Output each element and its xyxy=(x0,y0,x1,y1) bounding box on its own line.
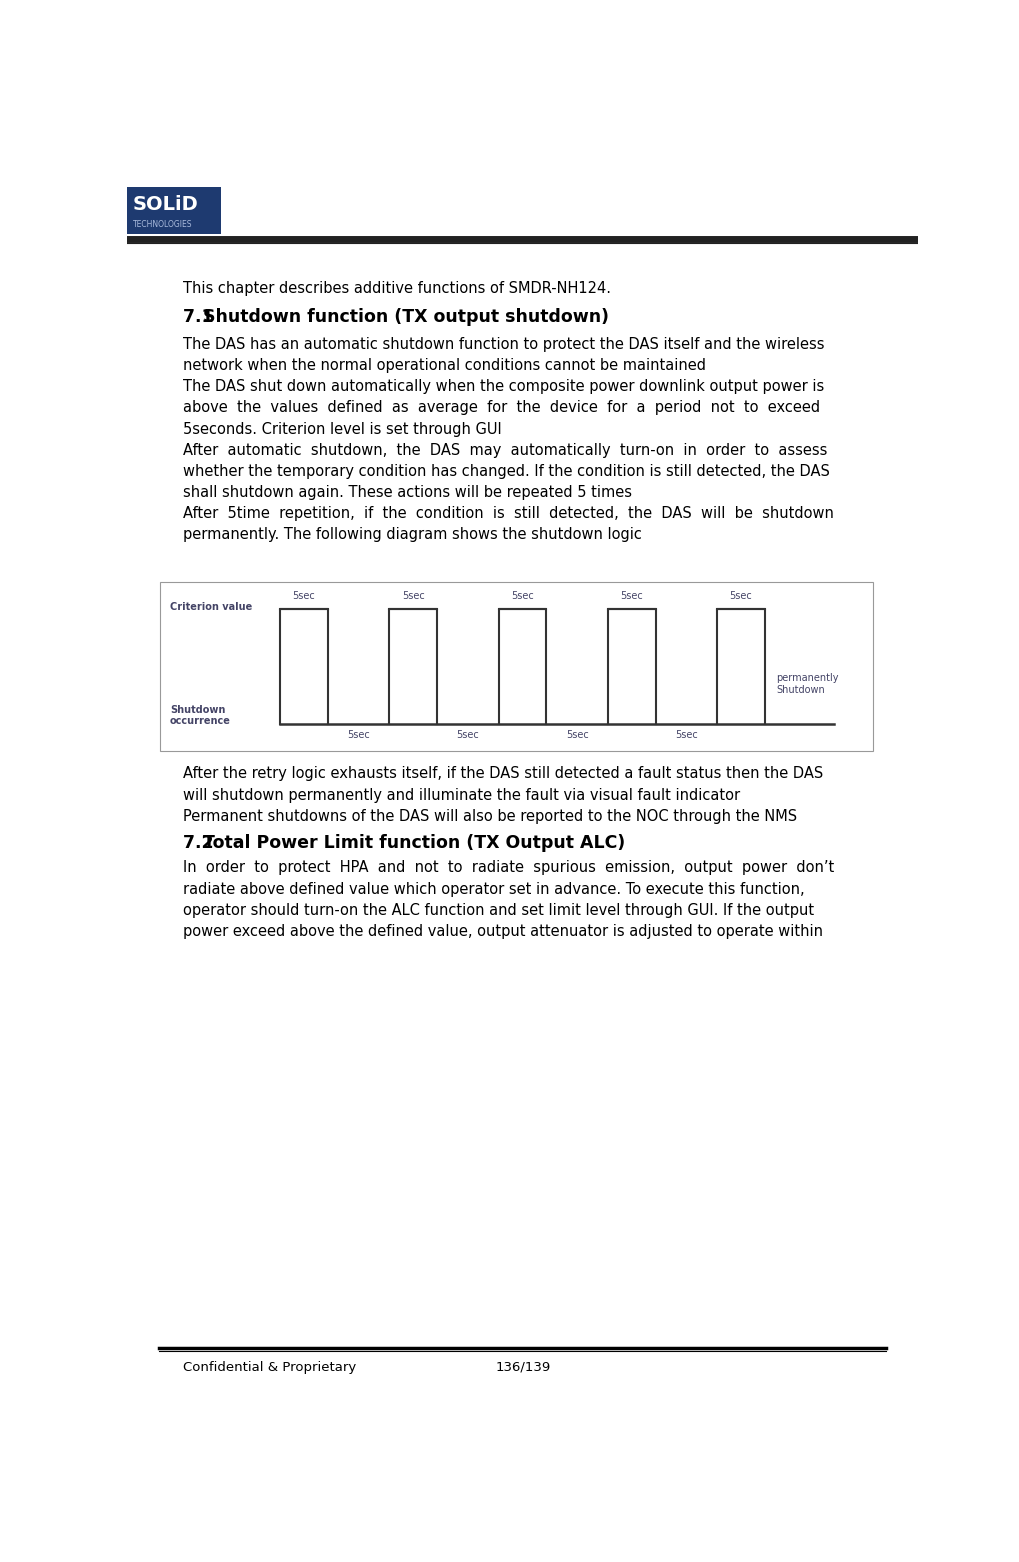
Text: 5sec: 5sec xyxy=(457,731,479,740)
Text: power exceed above the defined value, output attenuator is adjusted to operate w: power exceed above the defined value, ou… xyxy=(183,925,822,939)
Text: network when the normal operational conditions cannot be maintained: network when the normal operational cond… xyxy=(183,358,705,373)
Text: 5sec: 5sec xyxy=(729,590,752,601)
Text: 5sec: 5sec xyxy=(292,590,315,601)
Text: 5sec: 5sec xyxy=(511,590,533,601)
Text: 5seconds. Criterion level is set through GUI: 5seconds. Criterion level is set through… xyxy=(183,422,501,436)
Text: Total Power Limit function (TX Output ALC): Total Power Limit function (TX Output AL… xyxy=(203,834,625,853)
Text: 5sec: 5sec xyxy=(346,731,370,740)
Text: operator should turn-on the ALC function and set limit level through GUI. If the: operator should turn-on the ALC function… xyxy=(183,903,813,918)
Text: SOLiD: SOLiD xyxy=(132,195,199,214)
Text: After  5time  repetition,  if  the  condition  is  still  detected,  the  DAS  w: After 5time repetition, if the condition… xyxy=(183,506,834,522)
Text: occurrence: occurrence xyxy=(170,715,230,726)
Text: Confidential & Proprietary: Confidential & Proprietary xyxy=(183,1361,357,1373)
Bar xyxy=(127,187,220,234)
Text: above  the  values  defined  as  average  for  the  device  for  a  period  not : above the values defined as average for … xyxy=(183,400,819,415)
Text: 5sec: 5sec xyxy=(566,731,588,740)
Text: The DAS shut down automatically when the composite power downlink output power i: The DAS shut down automatically when the… xyxy=(183,380,823,394)
Text: permanently
Shutdown: permanently Shutdown xyxy=(775,673,838,695)
Text: The DAS has an automatic shutdown function to protect the DAS itself and the wir: The DAS has an automatic shutdown functi… xyxy=(183,337,824,351)
Text: 7.2: 7.2 xyxy=(183,834,220,853)
Text: permanently. The following diagram shows the shutdown logic: permanently. The following diagram shows… xyxy=(183,528,642,542)
Text: Permanent shutdowns of the DAS will also be reported to the NOC through the NMS: Permanent shutdowns of the DAS will also… xyxy=(183,809,797,823)
Text: 5sec: 5sec xyxy=(401,590,424,601)
Text: will shutdown permanently and illuminate the fault via visual fault indicator: will shutdown permanently and illuminate… xyxy=(183,787,740,803)
Text: Shutdown: Shutdown xyxy=(170,706,225,715)
Text: In  order  to  protect  HPA  and  not  to  radiate  spurious  emission,  output : In order to protect HPA and not to radia… xyxy=(183,861,834,875)
Bar xyxy=(160,581,872,751)
Text: After the retry logic exhausts itself, if the DAS still detected a fault status : After the retry logic exhausts itself, i… xyxy=(183,767,822,781)
Text: This chapter describes additive functions of SMDR-NH124.: This chapter describes additive function… xyxy=(183,281,610,297)
Text: TECHNOLOGIES: TECHNOLOGIES xyxy=(132,220,193,230)
Text: 136/139: 136/139 xyxy=(494,1361,550,1373)
Text: Shutdown function (TX output shutdown): Shutdown function (TX output shutdown) xyxy=(203,308,608,326)
Text: whether the temporary condition has changed. If the condition is still detected,: whether the temporary condition has chan… xyxy=(183,464,829,480)
Text: Criterion value: Criterion value xyxy=(170,601,252,612)
Text: radiate above defined value which operator set in advance. To execute this funct: radiate above defined value which operat… xyxy=(183,881,804,897)
Text: shall shutdown again. These actions will be repeated 5 times: shall shutdown again. These actions will… xyxy=(183,486,632,500)
Text: After  automatic  shutdown,  the  DAS  may  automatically  turn-on  in  order  t: After automatic shutdown, the DAS may au… xyxy=(183,442,826,458)
Text: 5sec: 5sec xyxy=(675,731,697,740)
Text: 5sec: 5sec xyxy=(620,590,642,601)
Text: 7.1: 7.1 xyxy=(183,308,220,326)
